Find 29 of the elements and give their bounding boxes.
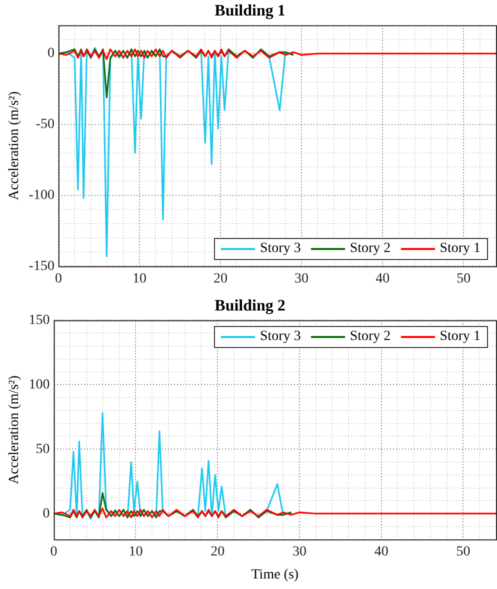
x-tick-label: 20 bbox=[210, 544, 225, 560]
x-axis-title: Time (s) bbox=[251, 567, 299, 582]
legend-label: Story 1 bbox=[440, 329, 481, 346]
x-tick-label: 50 bbox=[456, 544, 470, 560]
x-tick-label: 50 bbox=[456, 271, 471, 286]
y-tick-label: 100 bbox=[28, 377, 50, 392]
legend-label: Story 2 bbox=[350, 241, 391, 258]
x-tick-label: 20 bbox=[214, 271, 228, 286]
legend-label: Story 3 bbox=[260, 329, 301, 346]
y-axis-title: Acceleration (m/s²) bbox=[7, 375, 22, 484]
x-tick-label: 40 bbox=[374, 544, 388, 560]
chart-title: Building 2 bbox=[214, 298, 286, 315]
y-axis-title: Acceleration (m/s²) bbox=[7, 90, 22, 200]
chart-title: Building 1 bbox=[214, 2, 286, 20]
y-tick-label: -150 bbox=[28, 258, 54, 274]
x-tick-label: 40 bbox=[376, 271, 390, 286]
x-tick-label: 30 bbox=[294, 271, 309, 286]
x-tick-label: 30 bbox=[292, 544, 306, 560]
y-tick-label: -100 bbox=[28, 188, 54, 203]
y-tick-label: 50 bbox=[36, 442, 50, 457]
y-tick-label: 150 bbox=[28, 312, 50, 328]
y-tick-label: -50 bbox=[36, 117, 54, 132]
x-tick-label: 10 bbox=[128, 544, 143, 560]
y-tick-label: 0 bbox=[42, 506, 50, 522]
legend-label: Story 1 bbox=[440, 241, 481, 258]
x-tick-label: 10 bbox=[132, 271, 146, 286]
legend-label: Story 3 bbox=[260, 241, 301, 258]
legend-label: Story 2 bbox=[350, 329, 391, 346]
y-tick-label: 0 bbox=[47, 46, 54, 62]
